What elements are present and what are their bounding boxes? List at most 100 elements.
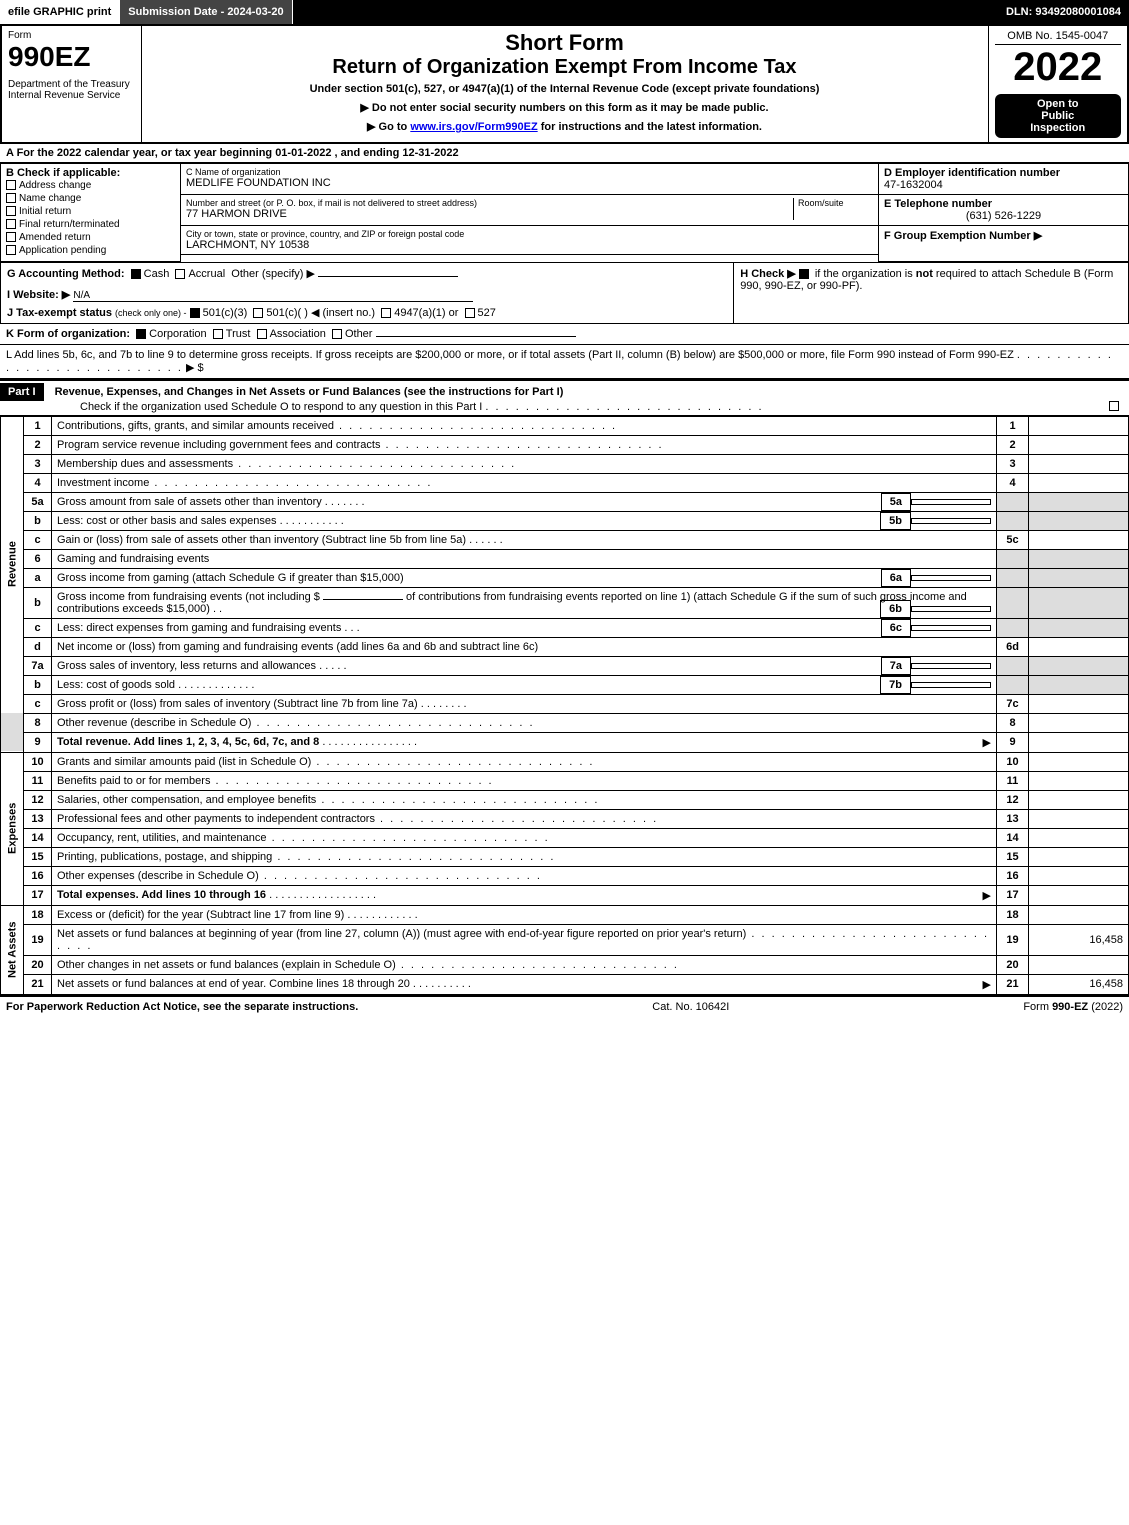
check-name-change[interactable]: Name change	[6, 192, 175, 205]
section-c-name-label: C Name of organization	[186, 167, 873, 177]
open-line2: Public	[999, 110, 1118, 122]
sections-g-h: G Accounting Method: Cash Accrual Other …	[0, 262, 1129, 324]
line-17: Total expenses. Add lines 10 through 16 …	[52, 885, 997, 905]
irs-link[interactable]: www.irs.gov/Form990EZ	[410, 121, 537, 133]
line-19: Net assets or fund balances at beginning…	[52, 924, 997, 955]
netassets-label: Net Assets	[1, 905, 24, 994]
line-6: Gaming and fundraising events	[52, 549, 997, 568]
check-527[interactable]	[465, 308, 475, 318]
line-3: Membership dues and assessments	[52, 454, 997, 473]
subtitle: Under section 501(c), 527, or 4947(a)(1)…	[148, 83, 982, 95]
open-line1: Open to	[999, 98, 1118, 110]
line-21-value: 16,458	[1029, 974, 1129, 994]
section-d-label: D Employer identification number	[884, 167, 1123, 179]
open-line3: Inspection	[999, 122, 1118, 134]
section-l: L Add lines 5b, 6c, and 7b to line 9 to …	[0, 345, 1129, 380]
form-label: Form	[8, 30, 135, 41]
page-footer: For Paperwork Reduction Act Notice, see …	[0, 995, 1129, 1017]
section-h-label: H Check ▶	[740, 268, 796, 280]
form-header: Form 990EZ Department of the Treasury In…	[0, 24, 1129, 144]
check-address-change[interactable]: Address change	[6, 179, 175, 192]
footer-left: For Paperwork Reduction Act Notice, see …	[6, 1001, 358, 1013]
open-to-public-box: Open to Public Inspection	[995, 94, 1122, 138]
line-11: Benefits paid to or for members	[52, 771, 997, 790]
instruction-1: ▶ Do not enter social security numbers o…	[148, 101, 982, 114]
check-4947[interactable]	[381, 308, 391, 318]
top-bar: efile GRAPHIC print Submission Date - 20…	[0, 0, 1129, 24]
expenses-label: Expenses	[1, 752, 24, 905]
line-6c: Less: direct expenses from gaming and fu…	[52, 618, 997, 637]
line-7c: Gross profit or (loss) from sales of inv…	[52, 694, 997, 713]
line-8: Other revenue (describe in Schedule O)	[52, 713, 997, 732]
city-value: LARCHMONT, NY 10538	[186, 239, 873, 251]
section-k: K Form of organization: Corporation Trus…	[0, 324, 1129, 345]
instr2-post: for instructions and the latest informat…	[538, 121, 762, 133]
line-15: Printing, publications, postage, and shi…	[52, 847, 997, 866]
line-5b: Less: cost or other basis and sales expe…	[52, 511, 997, 530]
check-association[interactable]	[257, 329, 267, 339]
footer-right: Form 990-EZ (2022)	[1023, 1001, 1123, 1013]
check-final-return[interactable]: Final return/terminated	[6, 218, 175, 231]
ein-value: 47-1632004	[884, 179, 1123, 191]
submission-date: Submission Date - 2024-03-20	[120, 0, 292, 24]
part1-header-row: Part I Revenue, Expenses, and Changes in…	[0, 380, 1129, 416]
check-cash[interactable]	[131, 269, 141, 279]
check-trust[interactable]	[213, 329, 223, 339]
footer-mid: Cat. No. 10642I	[652, 1001, 729, 1013]
check-501c[interactable]	[253, 308, 263, 318]
line-6a: Gross income from gaming (attach Schedul…	[52, 568, 997, 587]
line-6d: Net income or (loss) from gaming and fun…	[52, 637, 997, 656]
website-value: N/A	[73, 290, 473, 302]
section-e-label: E Telephone number	[884, 198, 1123, 210]
check-other-org[interactable]	[332, 329, 342, 339]
city-label: City or town, state or province, country…	[186, 229, 873, 239]
dln-number: DLN: 93492080001084	[998, 0, 1129, 24]
line-16: Other expenses (describe in Schedule O)	[52, 866, 997, 885]
line-5a: Gross amount from sale of assets other t…	[52, 492, 997, 511]
check-initial-return[interactable]: Initial return	[6, 205, 175, 218]
efile-print-label[interactable]: efile GRAPHIC print	[0, 0, 120, 24]
check-corporation[interactable]	[136, 329, 146, 339]
topbar-spacer	[293, 0, 998, 24]
line-7b: Less: cost of goods sold . . . . . . . .…	[52, 675, 997, 694]
tax-year: 2022	[995, 45, 1122, 90]
addr-label: Number and street (or P. O. box, if mail…	[186, 198, 793, 208]
line-20: Other changes in net assets or fund bala…	[52, 955, 997, 974]
omb-number: OMB No. 1545-0047	[995, 30, 1122, 45]
check-schedule-o[interactable]	[1109, 401, 1119, 411]
phone-value: (631) 526-1229	[884, 210, 1123, 222]
line-18: Excess or (deficit) for the year (Subtra…	[52, 905, 997, 924]
section-i-label: I Website: ▶	[7, 289, 70, 301]
check-h[interactable]	[799, 269, 809, 279]
line-2: Program service revenue including govern…	[52, 435, 997, 454]
line-19-value: 16,458	[1029, 924, 1129, 955]
line-6b: Gross income from fundraising events (no…	[52, 587, 997, 618]
part1-label: Part I	[0, 383, 44, 401]
section-j-label: J Tax-exempt status	[7, 307, 112, 319]
return-title: Return of Organization Exempt From Incom…	[148, 56, 982, 79]
department-label: Department of the Treasury Internal Reve…	[8, 79, 135, 101]
form-number: 990EZ	[8, 41, 135, 73]
part1-title: Revenue, Expenses, and Changes in Net As…	[47, 386, 564, 398]
line-7a: Gross sales of inventory, less returns a…	[52, 656, 997, 675]
revenue-label: Revenue	[1, 416, 24, 713]
check-501c3[interactable]	[190, 308, 200, 318]
part1-lines: Revenue 1 Contributions, gifts, grants, …	[0, 416, 1129, 995]
instruction-2: ▶ Go to www.irs.gov/Form990EZ for instru…	[148, 120, 982, 133]
section-h-text: if the organization is not required to a…	[740, 268, 1113, 292]
sections-b-to-f: B Check if applicable: Address change Na…	[0, 163, 1129, 262]
org-name: MEDLIFE FOUNDATION INC	[186, 177, 873, 189]
line-12: Salaries, other compensation, and employ…	[52, 790, 997, 809]
section-b-title: B Check if applicable:	[6, 167, 175, 179]
line-9: Total revenue. Add lines 1, 2, 3, 4, 5c,…	[52, 732, 997, 752]
line-13: Professional fees and other payments to …	[52, 809, 997, 828]
line-21: Net assets or fund balances at end of ye…	[52, 974, 997, 994]
part1-check-text: Check if the organization used Schedule …	[0, 401, 1129, 413]
check-application-pending[interactable]: Application pending	[6, 244, 175, 257]
short-form-title: Short Form	[148, 30, 982, 56]
section-g-label: G Accounting Method:	[7, 268, 125, 280]
check-amended-return[interactable]: Amended return	[6, 231, 175, 244]
check-accrual[interactable]	[175, 269, 185, 279]
addr-value: 77 HARMON DRIVE	[186, 208, 793, 220]
line-1: Contributions, gifts, grants, and simila…	[52, 416, 997, 435]
